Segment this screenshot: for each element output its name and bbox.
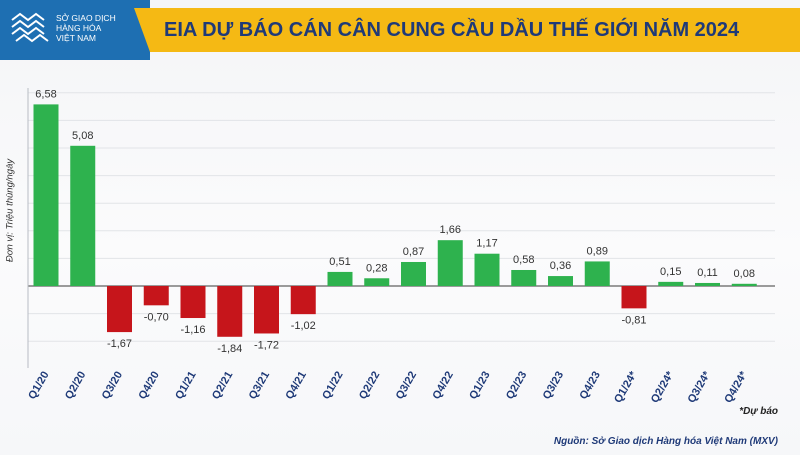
data-label: 0,58 — [513, 254, 534, 266]
x-tick-label: Q4/24* — [722, 369, 750, 405]
x-tick-label: Q1/20 — [26, 370, 51, 402]
x-tick-label: Q4/22 — [430, 370, 455, 402]
data-label: 6,58 — [35, 88, 56, 100]
data-label: -1,67 — [107, 338, 132, 350]
bar-q322 — [401, 261, 426, 286]
bar-q223 — [511, 269, 537, 286]
data-label: 0,11 — [697, 267, 718, 279]
data-label: -0,70 — [144, 311, 169, 323]
data-label: -1,02 — [291, 320, 316, 332]
header: SỞ GIAO DỊCH HÀNG HÓA VIỆT NAM EIA DỰ BÁ… — [0, 0, 800, 60]
x-tick-label: Q3/22 — [394, 370, 419, 402]
x-tick-label: Q3/24* — [686, 369, 714, 405]
x-tick-label: Q3/21 — [247, 370, 272, 402]
bar-q321 — [254, 286, 279, 334]
bar-q123 — [474, 253, 500, 286]
bar-q124 — [621, 286, 647, 309]
bar-q424 — [731, 283, 757, 286]
chart-title: EIA DỰ BÁO CÁN CÂN CUNG CẦU DẦU THẾ GIỚI… — [164, 19, 740, 41]
x-tick-label: Q2/23 — [504, 370, 529, 402]
bar-q320 — [107, 286, 132, 333]
data-label: 0,28 — [366, 262, 387, 274]
data-label: 0,51 — [329, 256, 350, 268]
bar-q421 — [290, 286, 316, 315]
data-label: -1,84 — [217, 343, 242, 355]
bar-q324 — [695, 282, 720, 286]
y-axis-label: Đơn vị: Triệu thùng/ngày — [4, 158, 16, 263]
bar-q122 — [327, 271, 353, 286]
data-label: 1,66 — [440, 224, 461, 236]
x-tick-label: Q1/22 — [320, 370, 345, 402]
bar-q423 — [584, 261, 610, 286]
x-tick-label: Q2/24* — [649, 369, 677, 405]
source-note: Nguồn: Sở Giao dịch Hàng hóa Việt Nam (M… — [553, 436, 778, 447]
x-tick-label: Q2/21 — [210, 370, 235, 402]
data-label: -1,72 — [254, 339, 279, 351]
data-label: -0,81 — [621, 314, 646, 326]
x-tick-label: Q1/24* — [612, 369, 640, 405]
data-label: 5,08 — [72, 130, 93, 142]
bar-q121 — [180, 286, 206, 319]
forecast-note: *Dự báo — [739, 406, 778, 417]
bar-q420 — [143, 286, 169, 306]
logo-line: VIỆT NAM — [56, 33, 96, 43]
logo-line: HÀNG HÓA — [56, 23, 102, 33]
bar-q221 — [217, 286, 243, 337]
data-label: 0,36 — [550, 260, 571, 272]
x-tick-label: Q2/20 — [63, 370, 88, 402]
x-tick-label: Q1/21 — [173, 370, 198, 402]
bar-q222 — [364, 278, 390, 286]
x-tick-label: Q3/20 — [100, 370, 125, 402]
x-tick-label: Q3/23 — [541, 370, 566, 402]
logo-line: SỞ GIAO DỊCH — [56, 13, 116, 23]
wave-lines-icon — [11, 12, 49, 43]
x-tick-label: Q4/23 — [577, 370, 602, 402]
data-label: 0,87 — [403, 246, 424, 258]
x-tick-label: Q1/23 — [467, 370, 492, 402]
data-label: 0,15 — [660, 266, 681, 278]
logo: SỞ GIAO DỊCH HÀNG HÓA VIỆT NAM — [0, 0, 150, 60]
data-label: 1,17 — [476, 238, 497, 250]
x-tick-label: Q4/20 — [136, 370, 161, 402]
bar-q323 — [548, 276, 573, 286]
title-bar: EIA DỰ BÁO CÁN CÂN CUNG CẦU DẦU THẾ GIỚI… — [134, 8, 800, 52]
data-label: -1,16 — [180, 324, 205, 336]
bar-q220 — [70, 145, 96, 286]
data-label: 0,08 — [734, 268, 755, 280]
logo-text: SỞ GIAO DỊCH HÀNG HÓA VIỆT NAM — [56, 13, 148, 43]
bar-q422 — [437, 240, 463, 286]
x-tick-label: Q2/22 — [357, 370, 382, 402]
bar-q120 — [33, 104, 59, 286]
data-label: 0,89 — [587, 245, 608, 257]
bar-q224 — [658, 281, 684, 286]
x-tick-label: Q4/21 — [283, 370, 308, 402]
